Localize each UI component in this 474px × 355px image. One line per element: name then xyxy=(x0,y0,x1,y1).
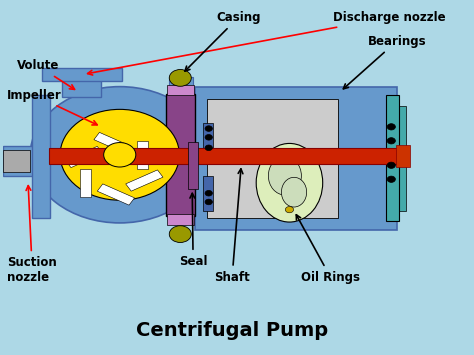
Text: Oil Rings: Oil Rings xyxy=(296,215,360,284)
Bar xyxy=(97,184,135,205)
Circle shape xyxy=(205,145,212,151)
Circle shape xyxy=(30,87,209,223)
Bar xyxy=(203,176,213,211)
Bar xyxy=(195,87,397,230)
Circle shape xyxy=(104,143,136,167)
Circle shape xyxy=(387,124,395,130)
Bar xyxy=(169,77,192,94)
Bar xyxy=(165,94,195,216)
Bar xyxy=(203,123,213,158)
Circle shape xyxy=(387,176,395,182)
Text: Seal: Seal xyxy=(179,193,208,268)
Circle shape xyxy=(205,199,212,205)
Circle shape xyxy=(387,138,395,144)
Bar xyxy=(126,170,163,191)
Bar xyxy=(207,99,337,218)
Ellipse shape xyxy=(256,143,323,222)
Text: Shaft: Shaft xyxy=(214,169,250,284)
Bar xyxy=(63,75,101,97)
Bar xyxy=(49,148,400,164)
Bar xyxy=(42,68,122,81)
Circle shape xyxy=(169,226,191,242)
Circle shape xyxy=(60,109,179,200)
Bar xyxy=(94,132,131,154)
Text: Discharge nozzle: Discharge nozzle xyxy=(88,11,446,75)
Ellipse shape xyxy=(282,178,307,207)
Bar xyxy=(3,146,37,176)
Text: Suction
nozzle: Suction nozzle xyxy=(8,186,57,284)
Text: Impeller: Impeller xyxy=(8,89,97,125)
Bar xyxy=(80,169,91,197)
Bar xyxy=(65,146,103,168)
Circle shape xyxy=(387,162,395,168)
Bar xyxy=(32,95,50,218)
Circle shape xyxy=(285,207,293,213)
Text: Volute: Volute xyxy=(17,59,74,89)
Circle shape xyxy=(205,135,212,140)
Circle shape xyxy=(205,126,212,131)
Bar xyxy=(188,142,198,189)
Circle shape xyxy=(169,70,191,86)
Bar xyxy=(396,145,410,166)
Bar xyxy=(167,85,193,95)
Bar xyxy=(137,141,148,169)
Bar xyxy=(3,149,30,172)
Text: Casing: Casing xyxy=(185,11,261,71)
Bar xyxy=(396,106,406,211)
Text: Bearings: Bearings xyxy=(343,35,426,89)
Ellipse shape xyxy=(268,157,301,195)
Bar xyxy=(386,95,399,221)
Bar xyxy=(167,214,193,225)
Circle shape xyxy=(205,190,212,196)
Text: Centrifugal Pump: Centrifugal Pump xyxy=(136,321,328,340)
